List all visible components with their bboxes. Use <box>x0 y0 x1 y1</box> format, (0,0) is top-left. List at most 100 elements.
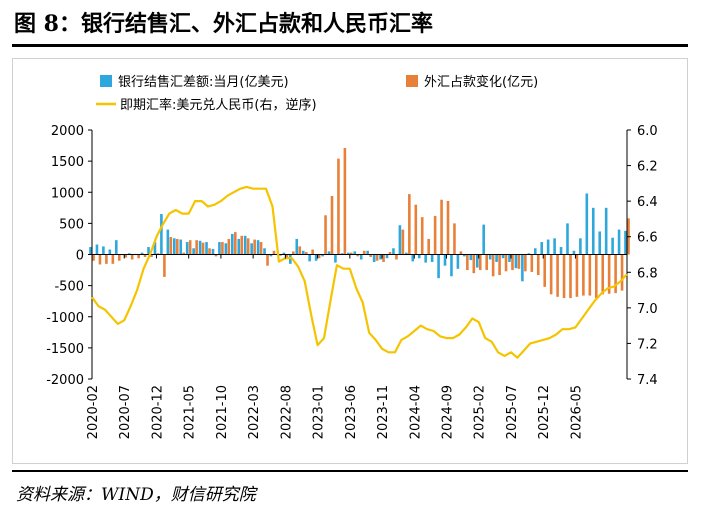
reserve-bar-52 <box>427 238 430 255</box>
x-tick-label: 2024-09 <box>441 385 456 439</box>
x-tick-label: 2020-07 <box>118 385 133 439</box>
reserve-bar-42 <box>362 250 366 255</box>
figure-title: 图 8：银行结售汇、外汇占款和人民币汇率 <box>14 11 433 37</box>
chart-frame <box>12 58 688 464</box>
left-tick-label: 1500 <box>51 155 84 170</box>
reserve-bar-53 <box>433 215 437 255</box>
reserve-bar-44 <box>375 254 379 261</box>
fx-bar-10 <box>153 242 157 255</box>
x-tick-label: 2020-02 <box>86 385 101 439</box>
reserve-bar-49 <box>408 194 411 255</box>
fx-bar-45 <box>379 254 382 260</box>
reserve-bar-35 <box>317 254 321 259</box>
left-tick-label: 500 <box>59 217 84 232</box>
x-tick-label: 2022-08 <box>279 385 294 439</box>
fx-bar-16 <box>192 248 195 255</box>
fx-bar-14 <box>179 239 183 255</box>
reserve-bar-37 <box>330 195 334 255</box>
reserve-bar-76 <box>582 254 585 296</box>
right-tick-label: 6.8 <box>637 266 658 281</box>
fx-bar-42 <box>359 254 363 260</box>
legend-swatch-reserve <box>406 75 418 87</box>
source-rule <box>12 470 688 472</box>
reserve-bar-38 <box>337 158 340 255</box>
fx-bar-55 <box>443 254 447 266</box>
reserve-bar-2 <box>105 254 108 264</box>
right-tick-label: 6.4 <box>637 195 658 210</box>
reserve-bar-51 <box>420 217 424 255</box>
reserve-bar-56 <box>453 223 456 255</box>
reserve-bar-68 <box>530 254 534 272</box>
fx-bar-69 <box>533 248 537 255</box>
reserve-bar-64 <box>504 254 508 272</box>
reserve-bar-19 <box>214 254 218 257</box>
rate-line <box>91 185 628 359</box>
fx-bar-43 <box>366 250 369 255</box>
reserve-bar-0 <box>92 254 95 261</box>
fx-bar-27 <box>263 248 266 255</box>
fx-bar-15 <box>185 242 189 255</box>
reserve-bar-47 <box>395 254 398 260</box>
x-tick-label: 2023-01 <box>312 385 327 439</box>
fx-bar-73 <box>559 247 563 255</box>
fx-bar-2 <box>102 246 105 255</box>
fx-bar-1 <box>95 244 99 255</box>
fx-bar-57 <box>456 254 460 269</box>
legend-swatch-fx <box>100 75 112 87</box>
fx-bar-9 <box>147 247 150 255</box>
x-tick-label: 2021-10 <box>215 385 230 439</box>
fx-bar-56 <box>450 254 453 277</box>
reserve-bar-7 <box>137 254 140 259</box>
exchange-rate-line <box>91 185 628 359</box>
chart-axes <box>91 130 628 379</box>
reserve-bar-73 <box>562 254 566 299</box>
right-tick-label: 6.2 <box>637 160 658 175</box>
fx-bar-76 <box>579 238 582 255</box>
legend-label-rate: 即期汇率:美元兑人民币(右，逆序) <box>120 97 317 113</box>
reserve-bar-25 <box>253 239 256 255</box>
fx-bar-26 <box>256 240 260 255</box>
x-tick-label: 2022-03 <box>247 385 262 439</box>
reserve-bar-54 <box>440 199 443 255</box>
title-rule <box>12 44 688 47</box>
fx-bar-21 <box>224 243 228 255</box>
right-tick-label: 7.2 <box>637 337 658 352</box>
fx-bar-65 <box>508 254 511 262</box>
left-tick-label: -1500 <box>46 342 84 357</box>
fx-bar-49 <box>405 252 408 255</box>
x-axis-ticks: 2020-02 2020-07 2020-12 2021-05 2021-10 2022-… <box>86 254 584 439</box>
fx-reserve-bars <box>92 148 630 299</box>
reserve-bar-57 <box>459 251 463 255</box>
fx-bar-4 <box>114 240 118 255</box>
fx-bar-3 <box>108 249 112 255</box>
fx-bar-71 <box>546 239 550 255</box>
right-tick-label: 6.6 <box>637 231 658 246</box>
reserve-bar-67 <box>524 254 527 272</box>
reserve-bar-6 <box>130 254 134 260</box>
reserve-bar-61 <box>485 254 488 271</box>
fx-bar-62 <box>488 254 492 260</box>
fx-bar-77 <box>585 193 589 255</box>
reserve-bar-20 <box>221 242 224 255</box>
fx-bar-59 <box>469 254 473 261</box>
fx-bar-18 <box>205 242 208 255</box>
reserve-bar-72 <box>556 254 559 297</box>
reserve-bar-65 <box>511 254 514 271</box>
reserve-bar-50 <box>414 204 418 255</box>
fx-bar-75 <box>572 250 576 255</box>
fx-bar-67 <box>521 254 524 282</box>
fx-bar-40 <box>347 252 350 255</box>
reserve-bar-5 <box>124 254 128 258</box>
fx-bar-81 <box>611 237 614 255</box>
x-tick-label: 2025-12 <box>537 385 552 439</box>
fx-bar-33 <box>301 250 305 255</box>
left-tick-label: 0 <box>76 249 84 264</box>
fx-bar-50 <box>411 254 415 262</box>
reserve-bar-46 <box>388 252 392 255</box>
fx-bar-63 <box>495 254 498 262</box>
fx-bar-66 <box>514 254 518 269</box>
reserve-bar-78 <box>594 254 598 299</box>
reserve-bar-22 <box>234 232 237 255</box>
reserve-bar-31 <box>292 251 295 255</box>
